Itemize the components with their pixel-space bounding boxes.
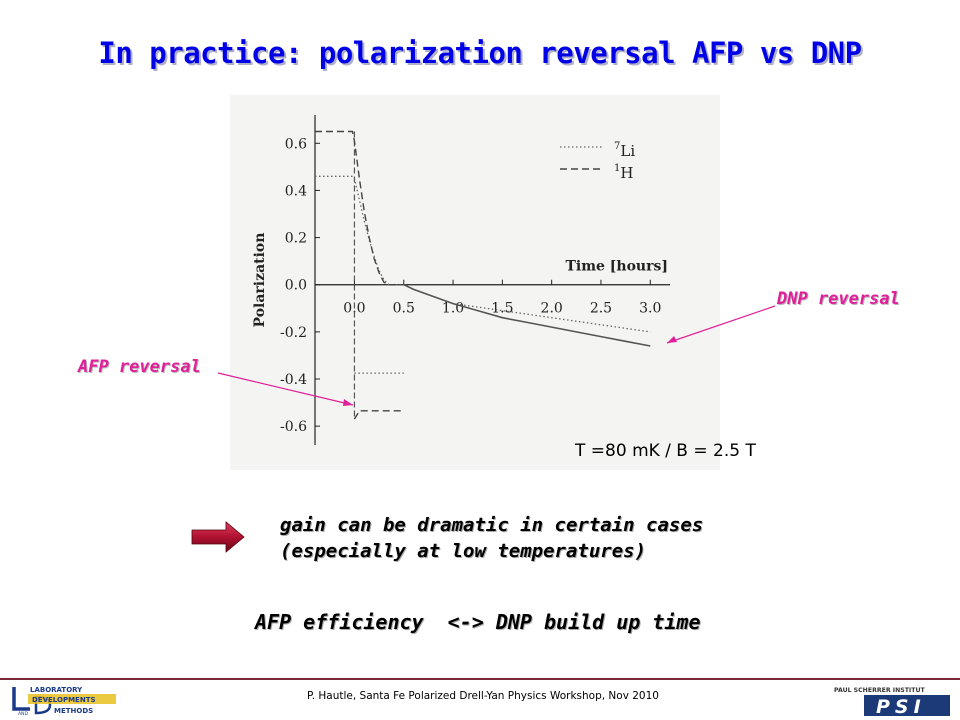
ldm-logo: LABORATORY DEVELOPMENTS AND METHODS (12, 686, 116, 717)
chart-scan-background (230, 95, 720, 470)
footer-citation: P. Hautle, Santa Fe Polarized Drell-Yan … (307, 690, 659, 702)
psi-top-text: PAUL SCHERRER INSTITUT (834, 687, 925, 694)
psi-logo: PAUL SCHERRER INSTITUT PSI (834, 687, 950, 718)
x-axis-label: Time [hours] (565, 259, 668, 275)
x-tick-label: 2.0 (541, 301, 563, 317)
legend-label: 7Li (614, 141, 635, 160)
footer-divider (0, 678, 960, 680)
y-axis-label: Polarization (252, 233, 268, 328)
y-tick-label: 0.4 (285, 183, 307, 199)
x-tick-label: 0.0 (343, 301, 365, 317)
y-tick-label: 0.0 (285, 278, 307, 294)
series-line-1h (315, 130, 404, 286)
series-line-1h-dnp (403, 283, 651, 347)
efficiency-line: AFP efficiency <-> DNP build up time (255, 610, 701, 634)
ldm-line3: METHODS (54, 707, 93, 715)
y-tick-label: -0.4 (280, 372, 307, 388)
gain-line-1: gain can be dramatic in certain cases (280, 514, 704, 536)
y-tick-label: 0.2 (285, 231, 307, 247)
afp-reversal-label: AFP reversal (78, 357, 201, 377)
y-tick-label: 0.6 (285, 136, 307, 152)
gain-line-2: (especially at low temperatures) (280, 540, 647, 562)
series-line-1h (353, 410, 404, 420)
x-tick-label: 2.5 (590, 301, 612, 317)
y-tick-label: -0.2 (280, 325, 307, 341)
x-tick-label: 1.5 (491, 301, 513, 317)
dnp-reversal-label: DNP reversal (777, 289, 900, 309)
y-tick-label: -0.6 (280, 419, 307, 435)
ldm-line1: LABORATORY (30, 686, 83, 694)
psi-mark: PSI (876, 696, 926, 718)
legend-label: 1H (614, 163, 633, 182)
ldm-and: AND (18, 711, 28, 717)
slide-title: In practice: polarization reversal AFP v… (98, 36, 862, 70)
x-tick-label: 3.0 (639, 301, 661, 317)
right-arrow-icon (191, 521, 245, 553)
ldm-line2: DEVELOPMENTS (32, 696, 96, 704)
x-tick-label: 0.5 (393, 301, 415, 317)
polarization-chart: 0.60.40.20.0-0.2-0.4-0.60.0 0.5 1.0 1.5 2.0 2… (230, 95, 720, 470)
conditions-label: T =80 mK / B = 2.5 T (575, 441, 756, 461)
